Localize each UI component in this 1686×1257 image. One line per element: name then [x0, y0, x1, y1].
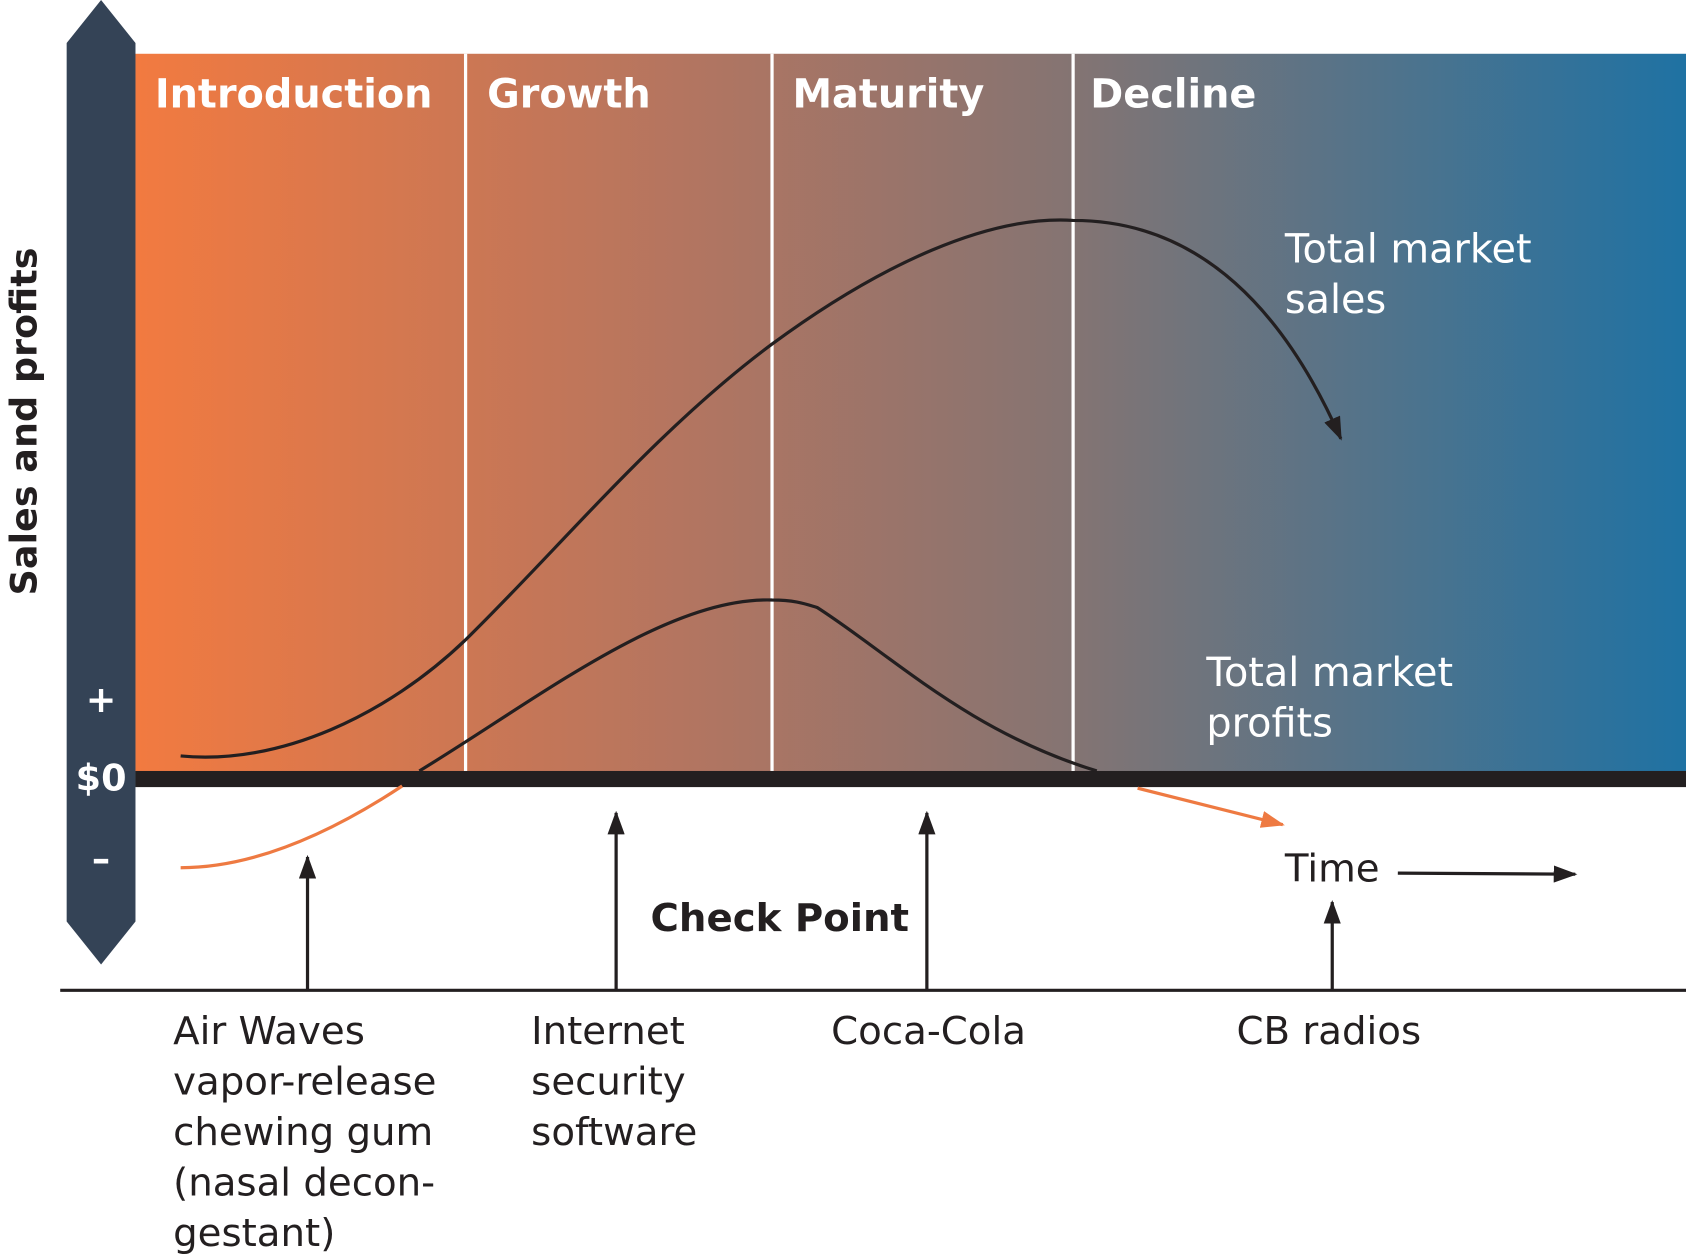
example-line: (nasal decon- — [173, 1161, 435, 1206]
example-label: CB radios — [1237, 1009, 1422, 1054]
examples: Air Waves vapor-release chewing gum (nasal … — [173, 1009, 1421, 1256]
profits-curve-negative — [180, 784, 404, 870]
axis-label: Sales and profits — [3, 248, 46, 596]
example-line: Coca-Cola — [831, 1009, 1026, 1054]
stage-background — [135, 53, 1686, 773]
example-line: vapor-release — [173, 1060, 436, 1105]
example-line: Air Waves — [173, 1009, 365, 1054]
example-line: Internet — [531, 1009, 685, 1054]
example-line: chewing gum — [173, 1110, 433, 1155]
example-label: Internet security software — [531, 1009, 697, 1155]
time-arrow — [1397, 865, 1578, 883]
axis-plus: + — [86, 678, 117, 721]
curve-label-line: Total market — [1205, 650, 1453, 696]
example-line: security — [531, 1060, 685, 1105]
check-arrows — [298, 810, 1341, 991]
example-line: gestant) — [173, 1211, 335, 1256]
stage-label: Introduction — [155, 72, 433, 118]
profits-curve — [418, 598, 1098, 773]
sales-curve — [180, 218, 1343, 759]
zero-line — [135, 770, 1686, 788]
time-label: Time — [1284, 847, 1380, 892]
curve-label-line: profits — [1206, 701, 1332, 747]
stage-label: Growth — [487, 72, 651, 118]
check-point-label: Check Point — [651, 896, 910, 941]
axis-zero: $0 — [76, 756, 127, 799]
example-label: Air Waves vapor-release chewing gum (nasal … — [173, 1009, 436, 1256]
axis-bar — [66, 0, 136, 965]
stage-label: Decline — [1090, 72, 1256, 118]
curve-label: Total market profits — [1205, 650, 1453, 747]
axis-minus: – — [92, 837, 110, 880]
curve-label-line: sales — [1285, 277, 1386, 323]
example-line: CB radios — [1237, 1009, 1422, 1054]
stage-dividers — [463, 53, 1075, 773]
stage-label: Maturity — [792, 72, 984, 118]
curve-label-line: Total market — [1284, 226, 1532, 272]
example-label: Coca-Cola — [831, 1009, 1026, 1054]
example-line: software — [531, 1110, 697, 1155]
curve-label: Total market sales — [1284, 226, 1532, 323]
profits-curve-decline — [1137, 786, 1285, 828]
